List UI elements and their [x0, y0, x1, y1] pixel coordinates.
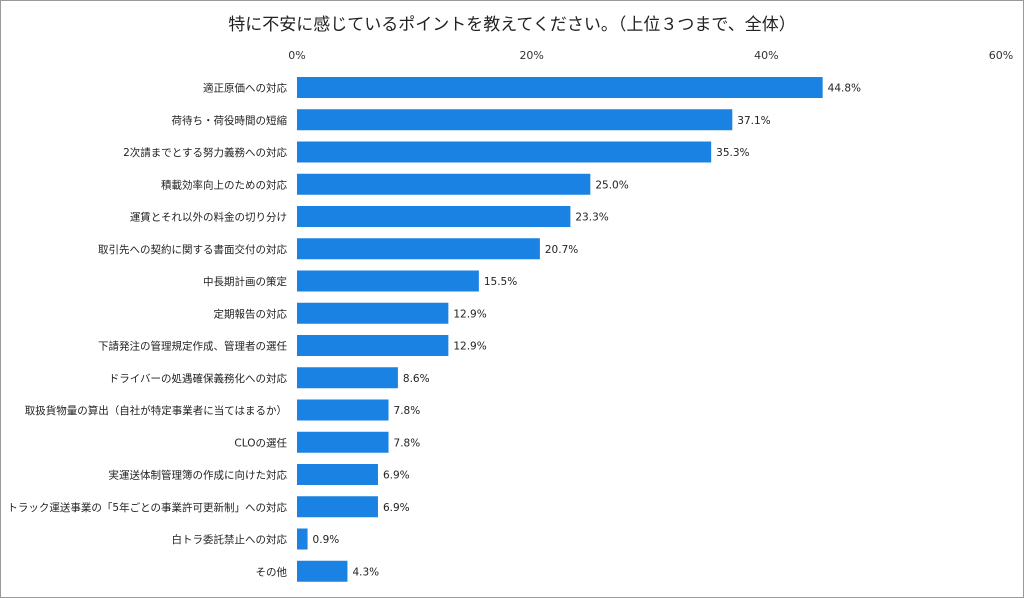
data-label: 7.8%	[394, 405, 421, 417]
x-tick-label: 0%	[288, 49, 305, 62]
bar	[297, 335, 449, 356]
category-label: 下請発注の管理規定作成、管理者の選任	[98, 340, 287, 353]
category-label: 実運送体制管理簿の作成に向けた対応	[109, 469, 288, 482]
data-label: 44.8%	[828, 83, 861, 95]
category-label: 取扱貨物量の算出（自社が特定事業者に当てはまるか）	[25, 404, 287, 417]
category-label: 定期報告の対応	[214, 307, 288, 320]
bar	[297, 77, 823, 98]
bar	[297, 560, 348, 582]
category-label: その他	[256, 565, 288, 578]
category-label: 2次請までとする努力義務への対応	[123, 146, 287, 159]
data-label: 12.9%	[453, 341, 486, 353]
data-label: 8.6%	[403, 373, 430, 385]
data-label: 20.7%	[545, 244, 578, 256]
bar	[297, 464, 378, 485]
data-label: 6.9%	[383, 470, 410, 482]
category-label: 運賃とそれ以外の料金の切り分け	[130, 211, 287, 224]
bar	[297, 206, 571, 227]
bar	[297, 367, 398, 389]
category-label: ドライバーの処遇確保義務化への対応	[109, 372, 288, 385]
category-label: 白トラ委託禁止への対応	[172, 533, 288, 546]
bar	[297, 302, 449, 324]
bar	[297, 496, 378, 518]
bar	[297, 431, 389, 453]
data-label: 25.0%	[595, 179, 628, 191]
bar	[297, 109, 733, 131]
bar	[297, 528, 308, 550]
category-label: 取引先への契約に関する書面交付の対応	[98, 243, 287, 256]
bar	[297, 238, 540, 260]
data-label: 7.8%	[394, 437, 421, 449]
data-label: 6.9%	[383, 502, 410, 514]
data-label: 4.3%	[352, 566, 379, 578]
data-label: 37.1%	[737, 115, 770, 127]
x-tick-label: 60%	[989, 49, 1013, 62]
category-label: トラック運送事業の「5年ごとの事業許可更新制」への対応	[7, 501, 287, 514]
data-label: 12.9%	[453, 308, 486, 320]
category-label: 中長期計画の策定	[203, 275, 287, 288]
bar	[297, 173, 591, 195]
chart-title: 特に不安に感じているポイントを教えてください。（上位３つまで、全体）	[228, 15, 796, 35]
data-label: 0.9%	[313, 534, 340, 546]
data-label: 23.3%	[575, 212, 608, 224]
x-tick-label: 40%	[754, 49, 778, 62]
data-label: 15.5%	[484, 276, 517, 288]
x-tick-label: 20%	[519, 49, 543, 62]
category-label: CLOの選任	[234, 436, 287, 449]
data-label: 35.3%	[716, 147, 749, 159]
category-label: 積載効率向上のための対応	[161, 178, 287, 191]
category-label: 適正原価への対応	[203, 82, 287, 95]
bar	[297, 270, 479, 292]
bar	[297, 141, 712, 163]
bar	[297, 399, 389, 421]
category-label: 荷待ち・荷役時間の短縮	[172, 114, 288, 127]
